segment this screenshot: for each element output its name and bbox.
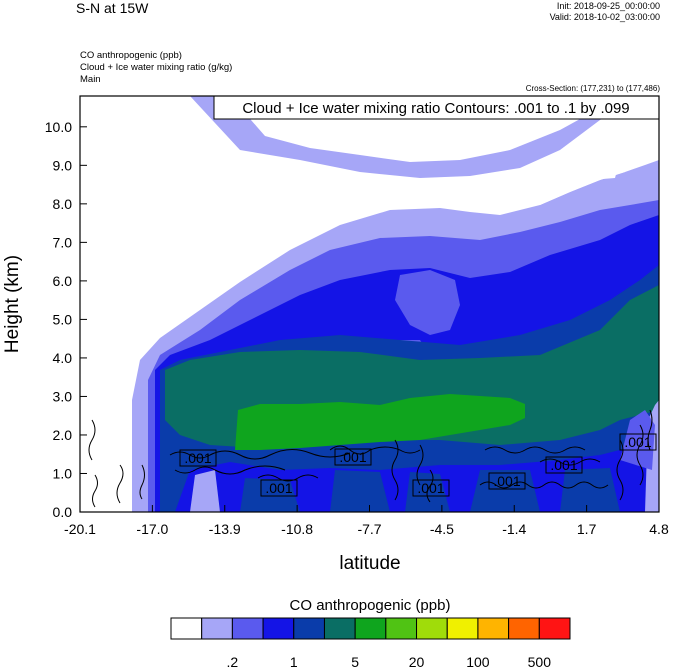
- contour-label: .001: [550, 457, 577, 473]
- colorbar-label: 1: [290, 654, 298, 668]
- contour-label-box: [334, 448, 372, 466]
- contour-label: .001: [265, 480, 292, 496]
- contour-label-group: .001 .001 .001 .001 .001 .001 .001: [179, 433, 657, 497]
- co-band-green: [235, 394, 525, 450]
- y-tick-label: 8.0: [53, 196, 73, 212]
- y-tick-label: 4.0: [53, 350, 73, 366]
- contour-label: .001: [493, 473, 520, 489]
- colorbar-label: 5: [351, 654, 359, 668]
- colorbar-swatch: [262, 617, 295, 640]
- co-field: [80, 96, 659, 512]
- colorbar-swatch: [293, 617, 325, 640]
- y-tick-label: 1.0: [53, 465, 73, 481]
- chart-title: Cloud + Ice water mixing ratio Contours:…: [242, 100, 629, 117]
- contour-label-box: [545, 456, 583, 474]
- x-tick-label: -13.9: [209, 521, 241, 537]
- x-tick-label: -20.1: [64, 521, 96, 537]
- x-tick-label: -7.7: [357, 521, 381, 537]
- y-tick-label: 3.0: [53, 388, 73, 404]
- field-name-cloud: Cloud + Ice water mixing ratio (g/kg): [80, 62, 233, 73]
- x-axis-label: latitude: [339, 553, 400, 574]
- x-tick-label: -10.8: [281, 521, 313, 537]
- cross-section-label: Cross-Section: (177,231) to (177,486): [525, 84, 660, 93]
- contour-label: .001: [624, 434, 651, 450]
- x-tick-label: 1.7: [577, 521, 597, 537]
- colorbar-label: .2: [227, 654, 239, 668]
- contour-label-box: [179, 449, 217, 467]
- colorbar-swatch: [385, 617, 418, 640]
- y-tick-label: 7.0: [53, 234, 73, 250]
- contour-label-box: [260, 479, 298, 497]
- y-axis: 0.0 1.0 2.0 3.0 4.0 5.0 6.0 7.0 8.0 9.0 10.0: [45, 119, 87, 520]
- contour-label-box: [412, 479, 450, 497]
- contour-label: .001: [417, 480, 444, 496]
- colorbar-label: 100: [466, 654, 490, 668]
- y-tick-label: 2.0: [53, 427, 73, 443]
- colorbar: .2 1 5 20 100 500: [170, 617, 571, 668]
- colorbar-title: CO anthropogenic (ppb): [289, 597, 451, 614]
- colorbar-swatch: [323, 617, 356, 640]
- colorbar-swatch: [477, 617, 510, 640]
- colorbar-swatch: [538, 617, 571, 640]
- cloud-contours: [88, 409, 653, 508]
- valid-time: Valid: 2018-10-02_03:00:00: [549, 12, 660, 22]
- colorbar-label: 500: [528, 654, 552, 668]
- init-time: Init: 2018-09-25_00:00:00: [556, 1, 660, 11]
- contour-label-box: [488, 472, 526, 490]
- colorbar-swatch: [508, 617, 540, 640]
- y-tick-label: 0.0: [53, 504, 73, 520]
- colorbar-label: 20: [409, 654, 425, 668]
- y-tick-label: 10.0: [45, 119, 72, 135]
- colorbar-swatch: [170, 617, 203, 640]
- field-name-main: Main: [80, 74, 101, 85]
- field-name-co: CO anthropogenic (ppb): [80, 50, 182, 61]
- plot-title: S-N at 15W: [76, 0, 149, 16]
- contour-label: .001: [184, 450, 211, 466]
- x-axis: -20.1 -17.0 -13.9 -10.8 -7.7 -4.5 -1.4 1.7 4.8: [64, 505, 669, 537]
- y-tick-label: 5.0: [53, 311, 73, 327]
- y-tick-label: 9.0: [53, 157, 73, 173]
- contour-label: .001: [339, 449, 366, 465]
- contour-label-box: [619, 433, 657, 451]
- y-tick-label: 6.0: [53, 273, 73, 289]
- colorbar-swatch: [201, 617, 233, 640]
- x-tick-label: -4.5: [430, 521, 454, 537]
- colorbar-swatch: [446, 617, 479, 640]
- x-tick-label: 4.8: [649, 521, 669, 537]
- y-axis-label: Height (km): [2, 255, 23, 353]
- colorbar-swatch: [354, 617, 387, 640]
- colorbar-swatch: [231, 617, 264, 640]
- x-tick-label: -1.4: [502, 521, 526, 537]
- x-tick-label: -17.0: [136, 521, 168, 537]
- colorbar-swatch: [416, 617, 448, 640]
